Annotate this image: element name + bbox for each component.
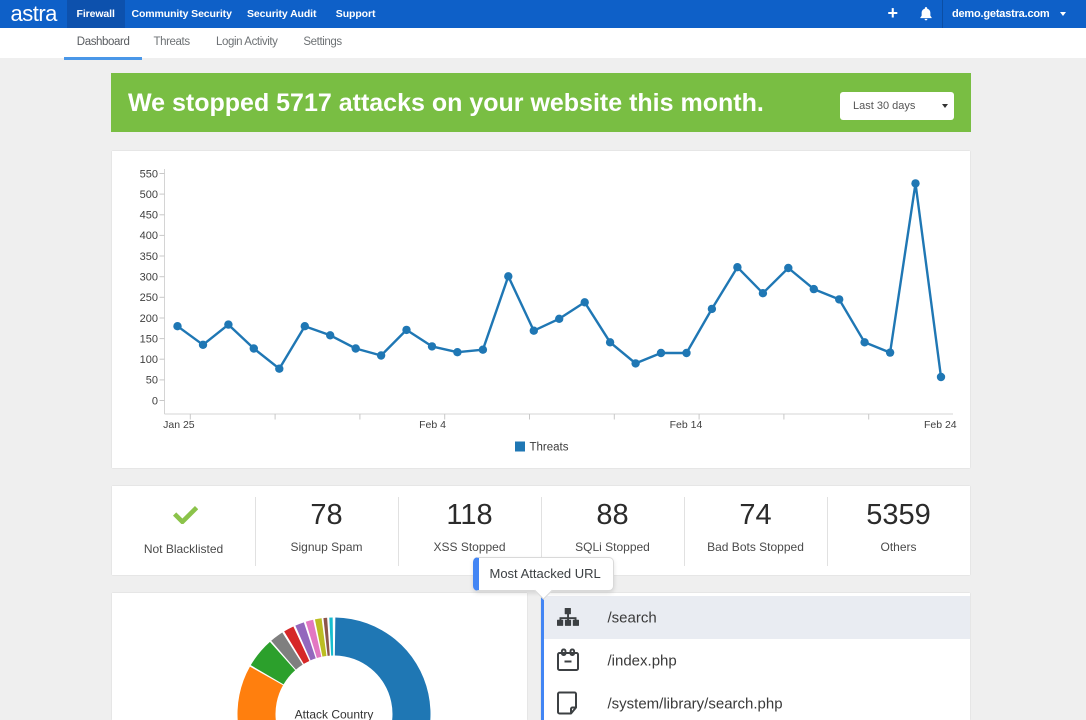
svg-text:300: 300 <box>140 271 158 283</box>
svg-text:100: 100 <box>140 354 158 366</box>
svg-text:450: 450 <box>140 209 158 221</box>
svg-text:550: 550 <box>140 168 158 180</box>
svg-text:Threats: Threats <box>530 441 569 453</box>
svg-text:50: 50 <box>146 374 158 386</box>
svg-text:150: 150 <box>140 333 158 345</box>
svg-text:Feb 4: Feb 4 <box>419 419 446 431</box>
svg-text:500: 500 <box>140 188 158 200</box>
svg-text:350: 350 <box>140 250 158 262</box>
svg-text:Jan 25: Jan 25 <box>163 419 195 431</box>
svg-text:Feb 24: Feb 24 <box>924 419 957 431</box>
svg-text:Attack Country: Attack Country <box>295 707 374 720</box>
svg-text:Feb 14: Feb 14 <box>670 419 703 431</box>
svg-text:0: 0 <box>152 395 158 407</box>
svg-text:250: 250 <box>140 292 158 304</box>
svg-text:400: 400 <box>140 230 158 242</box>
svg-text:200: 200 <box>140 312 158 324</box>
